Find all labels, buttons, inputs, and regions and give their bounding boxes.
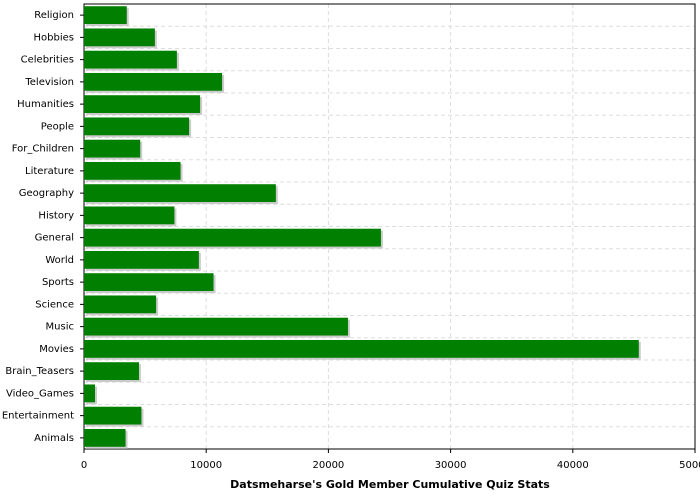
bar [84,384,95,403]
bar [84,184,276,203]
x-tick-label: 40000 [557,460,589,471]
y-tick-label: Religion [34,10,74,21]
y-tick-label: Celebrities [21,55,74,66]
bar [84,406,142,425]
bar [84,317,348,336]
y-tick-label: Entertainment [2,411,74,422]
bar [84,250,199,269]
y-tick-label: General [35,233,74,244]
x-tick-label: 10000 [190,460,222,471]
bar [84,28,155,47]
plot-frame [83,3,696,450]
bar [84,428,126,447]
bar [84,161,181,180]
y-tick-label: Science [35,299,74,310]
y-tick-label: Animals [34,433,74,444]
y-tick-label: For_Children [12,144,74,155]
y-tick-label: Literature [25,166,74,177]
bar [84,295,157,314]
bar [84,139,141,158]
x-tick-label: 20000 [312,460,344,471]
bar [84,228,381,247]
y-tick-label: Geography [19,188,74,199]
y-tick-label: Movies [39,344,74,355]
bar [84,72,223,91]
chart-title: Datsmeharse's Gold Member Cumulative Qui… [230,478,550,491]
y-tick-label: Video_Games [6,388,74,399]
y-tick-label: Music [46,322,74,333]
bar [84,273,214,292]
y-tick-label: People [41,121,74,132]
bar [84,117,190,136]
bar [84,50,177,69]
y-tick-label: Sports [42,277,74,288]
x-tick-label: 30000 [435,460,467,471]
bar [84,362,139,381]
y-tick-label: Hobbies [34,32,74,43]
y-tick-label: Humanities [17,99,74,110]
x-tick-label: 0 [81,460,87,471]
bar [84,339,639,358]
y-tick-label: World [45,255,74,266]
bar [84,95,201,114]
y-tick-label: History [38,210,74,221]
bar [84,6,127,25]
bar [84,206,175,225]
y-tick-label: Brain_Teasers [5,366,74,377]
y-tick-label: Television [24,77,74,88]
x-tick-label: 50000 [679,460,700,471]
